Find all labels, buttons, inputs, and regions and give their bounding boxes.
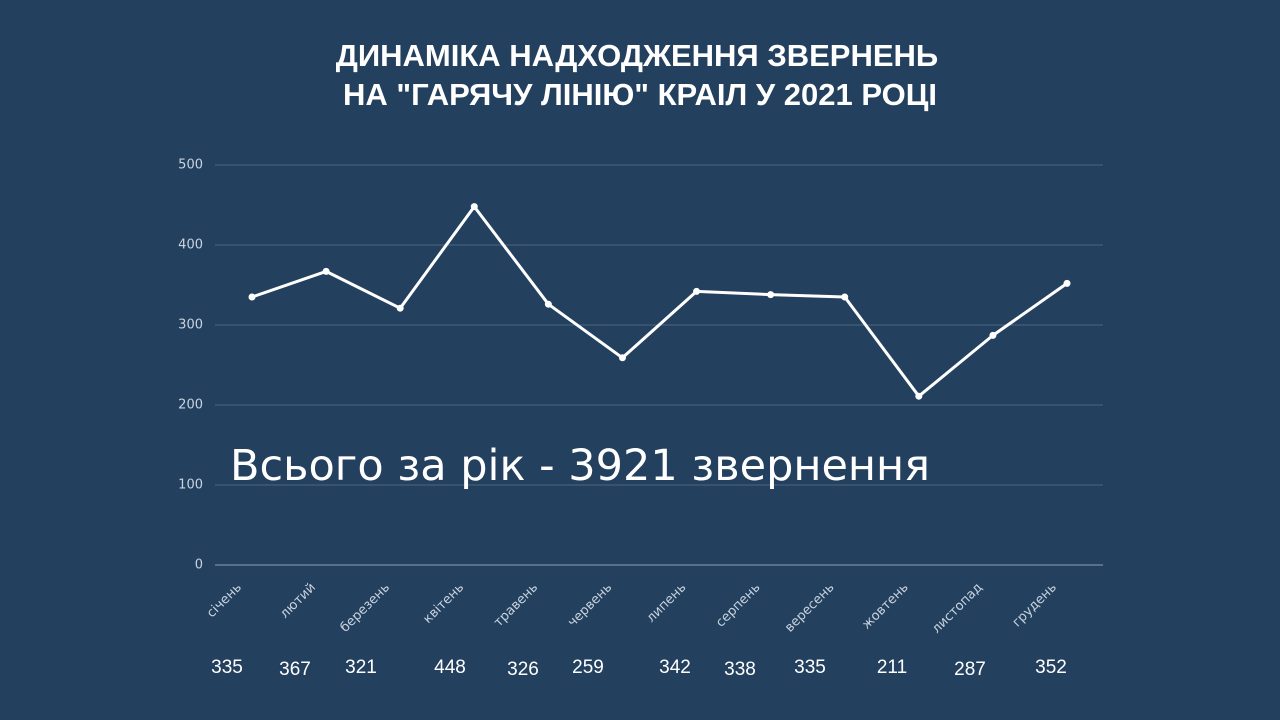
point bbox=[618, 354, 626, 362]
chart-title: ДИНАМІКА НАДХОДЖЕННЯ ЗВЕРНЕНЬ bbox=[336, 38, 938, 73]
value-label: 287 bbox=[954, 659, 986, 680]
x-tick-label: лютий bbox=[277, 580, 319, 622]
x-tick-label: вересень bbox=[782, 580, 837, 635]
chart-title: НА "ГАРЯЧУ ЛІНІЮ" КРАІЛ У 2021 РОЦІ bbox=[343, 77, 937, 112]
y-tick-label: 500 bbox=[178, 158, 203, 173]
x-tick-label: квітень bbox=[421, 580, 468, 627]
point bbox=[544, 300, 552, 308]
y-tick-label: 400 bbox=[178, 238, 203, 253]
x-tick-label: грудень bbox=[1010, 580, 1060, 630]
point bbox=[915, 392, 923, 400]
point bbox=[396, 304, 404, 312]
value-label: 211 bbox=[877, 657, 907, 678]
x-tick-label: червень bbox=[565, 580, 615, 630]
value-label: 335 bbox=[211, 657, 243, 678]
x-tick-label: серпень bbox=[713, 580, 763, 630]
value-label: 448 bbox=[434, 657, 466, 678]
value-label: 342 bbox=[659, 657, 691, 678]
point bbox=[841, 293, 849, 301]
y-tick-label: 300 bbox=[178, 318, 203, 333]
line bbox=[251, 205, 1068, 398]
point bbox=[248, 293, 256, 301]
point bbox=[767, 291, 775, 299]
x-tick-label: листопад bbox=[929, 580, 985, 636]
y-tick-label: 0 bbox=[195, 558, 203, 573]
x-tick-label: травень bbox=[491, 580, 541, 630]
y-tick-label: 100 bbox=[178, 478, 203, 493]
x-tick-label: жовтень bbox=[859, 580, 911, 632]
value-label: 367 bbox=[279, 659, 311, 680]
value-label: 321 bbox=[345, 657, 377, 678]
x-tick-label: січень bbox=[204, 580, 245, 621]
value-label: 338 bbox=[724, 659, 756, 680]
x-tick-label: березень bbox=[338, 580, 393, 635]
y-tick-label: 200 bbox=[178, 398, 203, 413]
value-label: 335 bbox=[794, 657, 826, 678]
annotation: Всього за рік - 3921 звернення bbox=[230, 441, 930, 491]
point bbox=[989, 331, 997, 339]
point bbox=[1063, 279, 1071, 287]
value-label: 352 bbox=[1035, 657, 1067, 678]
point bbox=[693, 287, 701, 295]
point bbox=[470, 203, 478, 211]
point bbox=[322, 267, 330, 275]
x-tick-label: липень bbox=[644, 580, 690, 626]
value-label: 326 bbox=[507, 659, 539, 680]
value-label: 259 bbox=[572, 657, 604, 678]
